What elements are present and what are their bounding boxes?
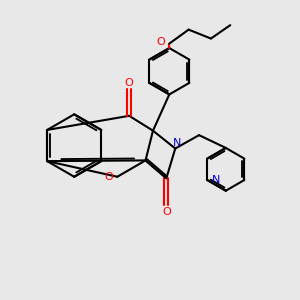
Text: N: N — [212, 175, 220, 185]
Text: O: O — [125, 77, 134, 88]
Text: O: O — [157, 37, 165, 47]
Text: O: O — [162, 206, 171, 217]
Text: N: N — [172, 138, 181, 148]
Text: O: O — [104, 172, 113, 182]
